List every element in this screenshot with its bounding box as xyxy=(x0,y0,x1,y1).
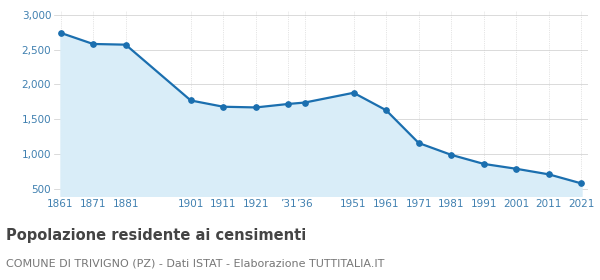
Text: Popolazione residente ai censimenti: Popolazione residente ai censimenti xyxy=(6,228,306,243)
Text: COMUNE DI TRIVIGNO (PZ) - Dati ISTAT - Elaborazione TUTTITALIA.IT: COMUNE DI TRIVIGNO (PZ) - Dati ISTAT - E… xyxy=(6,259,385,269)
